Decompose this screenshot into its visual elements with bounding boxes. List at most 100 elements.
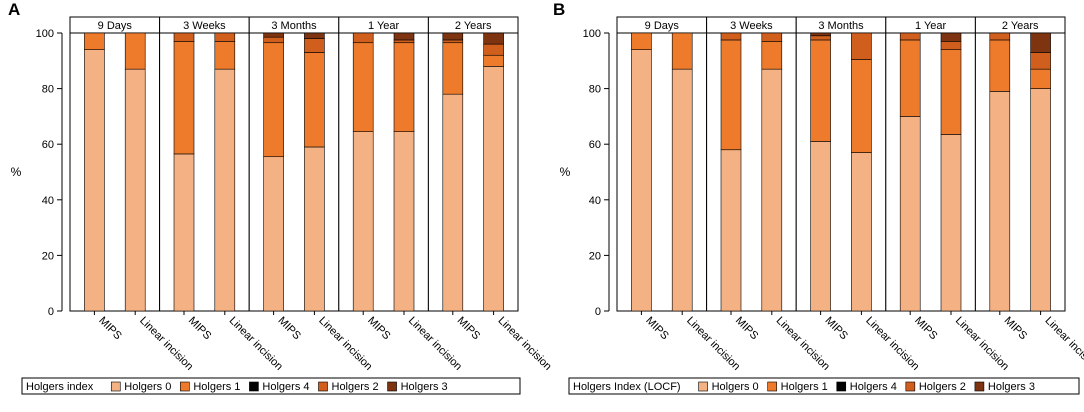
x-tick-label: MIPS	[455, 315, 483, 343]
facet-label: 2 Years	[1002, 20, 1039, 32]
bar-segment	[899, 39, 921, 117]
facet-frame	[706, 32, 797, 312]
legend-label: Holgers 3	[401, 381, 448, 393]
bar-segment	[173, 153, 195, 312]
bar-segment	[173, 41, 195, 155]
legend-label: Holgers 1	[781, 381, 828, 393]
bar-segment	[393, 42, 415, 132]
bar-segment	[810, 39, 831, 142]
facet-5: 2 Years MIPS Linear incision	[427, 16, 554, 373]
legend: Holgers Index (LOCF) Holgers 0 Holgers 1 Ho…	[568, 377, 1080, 395]
bar-segment	[761, 41, 783, 70]
facet-frame	[69, 32, 161, 312]
y-tick-label: 0	[595, 306, 601, 318]
legend-swatch	[249, 381, 259, 392]
bar-segment	[304, 38, 325, 53]
x-tick-label: MIPS	[96, 315, 124, 343]
bar-segment	[851, 59, 872, 153]
panel-b: B% 0 20 40 60 80 100 9 Days MIPS Linear incision 3…	[553, 0, 1084, 395]
bar-segment	[1030, 52, 1051, 70]
legend-label: Holgers 2	[332, 381, 379, 393]
bar-segment	[720, 39, 742, 151]
bar-segment	[352, 131, 374, 312]
bar-segment	[263, 42, 284, 158]
bar-segment	[352, 42, 374, 132]
bar-segment	[940, 134, 962, 312]
bar-segment	[899, 32, 921, 41]
bar-segment	[214, 41, 236, 70]
y-tick-label: 20	[42, 250, 54, 262]
bar-segment	[671, 32, 693, 70]
legend: Holgers index Holgers 0 Holgers 1 Holgers 4…	[21, 377, 521, 395]
bar-segment	[263, 36, 284, 44]
facet-frame	[427, 32, 519, 312]
facet-label: 1 Year	[368, 20, 400, 32]
legend-swatch	[180, 381, 190, 392]
bar-segment	[989, 39, 1011, 92]
legend-box	[568, 377, 1080, 395]
bar-segment	[1030, 32, 1051, 53]
bar-segment	[214, 32, 236, 42]
x-tick-label: MIPS	[912, 315, 940, 343]
y-axis-label: %	[560, 165, 571, 179]
bar-segment	[851, 152, 872, 312]
y-tick-label: 60	[589, 139, 601, 151]
bar-segment	[1030, 68, 1051, 89]
facet-label: 9 Days	[98, 20, 133, 32]
facet-label: 3 Weeks	[183, 20, 226, 32]
bar-segment	[631, 49, 652, 312]
legend-label: Holgers 1	[193, 381, 240, 393]
facet-label: 2 Years	[455, 20, 492, 32]
bar-segment	[124, 32, 146, 70]
x-tick-label: MIPS	[733, 315, 761, 343]
bar-segment	[720, 32, 742, 41]
bar-segment	[483, 32, 504, 45]
x-tick-label: MIPS	[1002, 315, 1030, 343]
facet-frame	[795, 32, 887, 312]
bar-segment	[393, 32, 415, 41]
y-tick-label: 80	[42, 84, 54, 96]
facet-frame	[885, 32, 976, 312]
x-tick-label: MIPS	[822, 315, 850, 343]
bar-segment	[720, 149, 742, 312]
y-axis-label: %	[11, 165, 22, 179]
legend-swatch	[836, 381, 847, 392]
bar-segment	[483, 66, 504, 312]
bar-segment	[442, 39, 464, 44]
bar-segment	[442, 42, 464, 95]
bar-segment	[483, 43, 504, 56]
legend-label: Holgers 4	[850, 381, 897, 393]
y-tick-label: 60	[42, 139, 54, 151]
bar-segment	[761, 32, 783, 42]
y-tick-label: 20	[589, 250, 601, 262]
bar-segment	[761, 68, 783, 312]
bar-segment	[940, 32, 962, 42]
bar-segment	[631, 32, 652, 50]
legend-swatch	[110, 381, 121, 392]
x-tick-label: Linear incision	[495, 315, 553, 373]
bar-segment	[671, 68, 693, 312]
facet-label: 1 Year	[915, 20, 947, 32]
facet-frame	[338, 32, 429, 312]
bar-segment	[442, 32, 464, 41]
facet-frame	[616, 32, 708, 312]
bar-segment	[173, 32, 195, 42]
y-tick-label: 40	[589, 195, 601, 207]
legend-swatch	[698, 381, 708, 392]
facet-5: 2 Years MIPS Linear incision	[974, 16, 1084, 373]
legend-title: Holgers index	[26, 381, 94, 393]
bar-segment	[940, 41, 962, 50]
bar-segment	[810, 35, 831, 41]
bar-segment	[263, 32, 284, 38]
y-tick-label: 40	[42, 195, 54, 207]
facet-label: 3 Months	[271, 20, 317, 32]
bar-segment	[214, 68, 236, 312]
legend-label: Holgers 3	[988, 381, 1035, 393]
legend-swatch	[767, 381, 777, 392]
x-tick-label: MIPS	[275, 315, 303, 343]
